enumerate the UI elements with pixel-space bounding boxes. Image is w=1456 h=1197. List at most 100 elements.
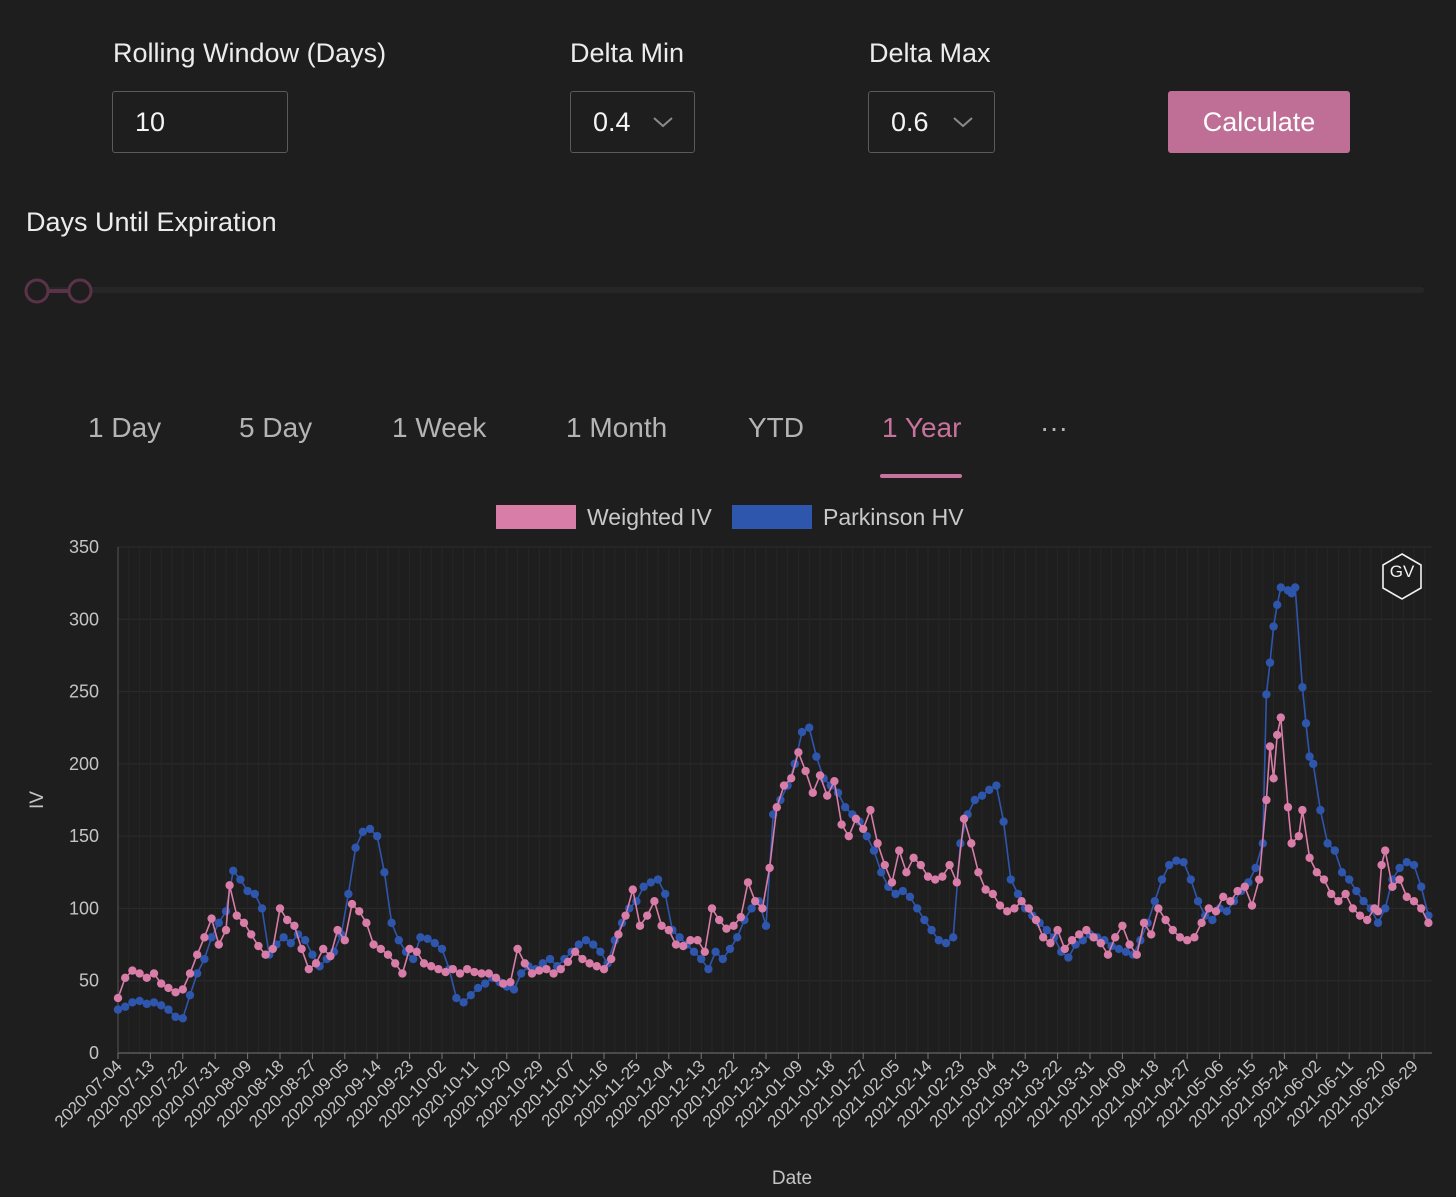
- data-point: [416, 933, 425, 942]
- data-point: [1157, 875, 1167, 884]
- data-point: [484, 969, 493, 978]
- data-point: [635, 921, 645, 930]
- data-point: [1067, 936, 1077, 945]
- gv-badge[interactable]: GV: [1382, 553, 1422, 600]
- data-point: [1165, 860, 1174, 870]
- data-point: [1291, 583, 1300, 592]
- chart-series: [113, 583, 1433, 1023]
- data-point: [1031, 915, 1041, 925]
- data-point: [1265, 742, 1275, 751]
- data-point: [1381, 904, 1390, 913]
- data-point: [128, 966, 137, 975]
- data-point: [859, 824, 868, 834]
- data-point: [927, 925, 936, 935]
- tab-1-year[interactable]: 1 Year: [882, 412, 962, 443]
- data-point: [1359, 897, 1368, 906]
- data-point: [135, 969, 144, 978]
- data-point: [812, 752, 821, 761]
- data-point: [286, 938, 295, 948]
- range-slider-track[interactable]: [26, 287, 1424, 293]
- data-point: [236, 875, 245, 884]
- data-point: [686, 936, 695, 945]
- data-point: [1312, 868, 1322, 877]
- data-point: [628, 885, 637, 894]
- data-point: [1179, 857, 1188, 867]
- data-point: [905, 892, 915, 902]
- tab-1-day[interactable]: 1 Day: [88, 412, 162, 443]
- data-point: [1251, 863, 1260, 873]
- data-point: [902, 868, 911, 877]
- data-point: [815, 771, 825, 780]
- tab-1-week[interactable]: 1 Week: [392, 412, 487, 443]
- data-point: [898, 886, 907, 896]
- delta-max-select[interactable]: 0.6: [868, 91, 995, 153]
- data-point: [509, 985, 519, 994]
- data-point: [448, 964, 457, 974]
- data-point: [1305, 853, 1314, 863]
- data-point: [981, 885, 990, 894]
- data-point: [347, 899, 357, 909]
- tab-1-month[interactable]: 1 Month: [566, 412, 668, 443]
- tab-more[interactable]: ···: [1040, 412, 1068, 443]
- data-point: [891, 889, 900, 899]
- data-point: [185, 990, 195, 1000]
- data-point: [1111, 933, 1120, 942]
- calculate-button[interactable]: Calculate: [1168, 91, 1350, 153]
- data-point: [1118, 921, 1127, 930]
- data-point: [707, 904, 717, 913]
- data-point: [639, 882, 648, 891]
- data-point: [715, 915, 724, 925]
- data-point: [895, 846, 904, 855]
- data-point: [1114, 944, 1124, 954]
- data-point: [985, 785, 994, 795]
- data-point: [1017, 897, 1026, 906]
- data-point: [1190, 933, 1199, 942]
- series-parkinson-hv: [113, 583, 1433, 1023]
- data-point: [697, 954, 706, 964]
- data-point: [257, 904, 267, 913]
- iv-hv-chart: 0501001502002503003502020-07-042020-07-1…: [27, 504, 1433, 1189]
- data-point: [995, 901, 1005, 910]
- data-point: [412, 947, 421, 956]
- data-point: [481, 979, 490, 988]
- delta-min-select[interactable]: 0.4: [570, 91, 695, 153]
- data-point: [398, 969, 407, 978]
- data-point: [261, 950, 270, 959]
- data-point: [585, 959, 594, 968]
- rolling-window-input[interactable]: 10: [112, 91, 288, 153]
- data-point: [157, 979, 166, 988]
- data-point: [841, 803, 850, 812]
- data-point: [1121, 947, 1131, 956]
- data-point: [193, 950, 202, 959]
- delta-min-value: 0.4: [593, 106, 631, 137]
- data-point: [221, 925, 231, 935]
- data-point: [718, 954, 727, 964]
- data-point: [369, 940, 378, 949]
- data-point: [290, 921, 299, 930]
- data-point: [1345, 875, 1354, 884]
- data-point: [391, 959, 400, 968]
- data-point: [520, 959, 529, 968]
- data-point: [142, 973, 151, 983]
- range-slider-handles[interactable]: [22, 276, 98, 306]
- data-point: [563, 957, 573, 967]
- data-point: [1183, 936, 1192, 945]
- data-point: [434, 964, 443, 974]
- data-point: [1273, 730, 1282, 740]
- data-point: [1409, 860, 1419, 870]
- data-point: [1193, 897, 1203, 906]
- data-point: [1395, 863, 1404, 873]
- data-point: [805, 723, 814, 732]
- data-point: [931, 875, 940, 884]
- data-point: [956, 839, 965, 848]
- data-point: [254, 941, 263, 951]
- data-point: [657, 921, 666, 930]
- data-point: [470, 967, 479, 977]
- tab-5-day[interactable]: 5 Day: [239, 412, 313, 443]
- data-point: [466, 990, 475, 1000]
- data-point: [185, 969, 195, 978]
- tab-ytd[interactable]: YTD: [748, 412, 804, 443]
- data-point: [427, 962, 436, 971]
- data-point: [1060, 944, 1070, 954]
- data-point: [1240, 882, 1250, 891]
